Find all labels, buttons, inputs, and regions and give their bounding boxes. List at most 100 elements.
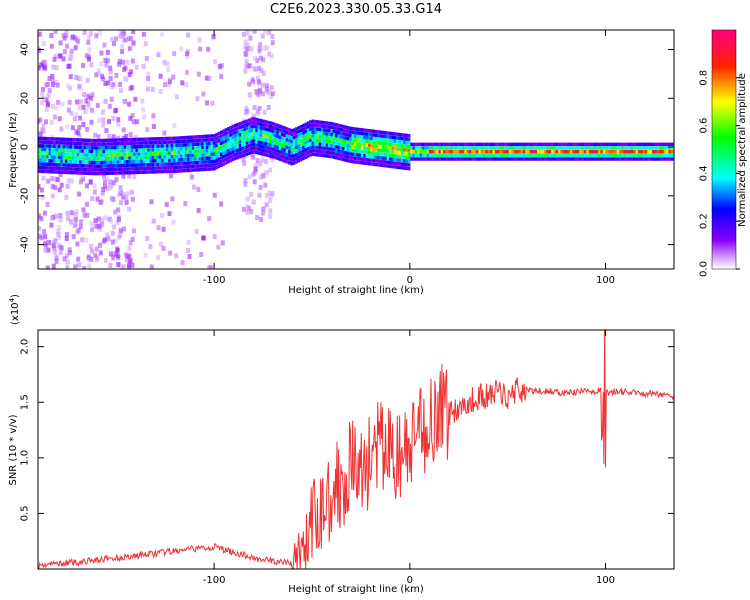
heatmap-cell: [271, 129, 275, 133]
heatmap-cell: [513, 153, 517, 158]
heatmap-cell: [168, 162, 171, 166]
heatmap-cell: [382, 134, 385, 138]
heatmap-cell: [191, 150, 195, 154]
heatmap-cell: [245, 152, 249, 156]
heatmap-cell: [192, 184, 197, 190]
heatmap-cell: [649, 153, 653, 158]
heatmap-cell: [306, 136, 310, 140]
heatmap-cell: [40, 100, 45, 106]
heatmap-cell: [81, 145, 85, 150]
heatmap-cell: [295, 127, 298, 131]
heatmap-cell: [165, 158, 169, 163]
heatmap-cell: [130, 145, 134, 149]
heatmap-cell: [325, 135, 329, 140]
heatmap-cell: [137, 166, 141, 171]
heatmap-cell: [117, 192, 122, 198]
heatmap-cell: [154, 155, 157, 159]
heatmap-cell: [325, 150, 329, 155]
heatmap-cell: [407, 166, 411, 171]
heatmap-cell: [147, 137, 150, 141]
heatmap-cell: [261, 70, 266, 76]
heatmap-cell: [353, 145, 357, 150]
heatmap-cell: [134, 119, 139, 125]
heatmap-cell: [137, 159, 141, 164]
heatmap-cell: [73, 217, 78, 223]
heatmap-cell: [55, 82, 60, 88]
heatmap-cell: [346, 125, 350, 130]
heatmap-cell: [428, 142, 432, 147]
heatmap-cell: [379, 130, 383, 134]
heatmap-cell: [128, 132, 133, 138]
heatmap-cell: [410, 153, 413, 158]
heatmap-cell: [654, 142, 658, 147]
heatmap-cell: [57, 187, 62, 193]
heatmap-cell: [264, 202, 269, 208]
heatmap-cell: [156, 162, 160, 167]
heatmap-cell: [116, 262, 121, 268]
heatmap-cell: [295, 149, 298, 153]
heatmap-cell: [248, 122, 251, 126]
heatmap-cell: [478, 153, 481, 158]
heatmap-cell: [43, 234, 48, 240]
heatmap-cell: [532, 153, 535, 158]
heatmap-cell: [250, 146, 254, 151]
heatmap-cell: [41, 140, 45, 144]
heatmap-cell: [48, 169, 52, 174]
heatmap-cell: [306, 150, 310, 155]
heatmap-cell: [494, 149, 498, 154]
heatmap-cell: [256, 75, 261, 81]
heatmap-cell: [99, 50, 104, 56]
heatmap-cell: [257, 151, 261, 155]
heatmap-cell: [245, 133, 249, 138]
heatmap-cell: [614, 146, 618, 150]
heatmap-cell: [595, 146, 599, 150]
heatmap-cell: [396, 143, 399, 148]
heatmap-cell: [62, 159, 66, 164]
heatmap-cell: [85, 212, 90, 218]
heatmap-cell: [551, 149, 554, 154]
heatmap-cell: [344, 125, 348, 129]
heatmap-cell: [374, 148, 378, 152]
heatmap-cell: [57, 166, 61, 171]
heatmap-cell: [318, 138, 322, 143]
heatmap-cell: [117, 61, 122, 67]
heatmap-cell: [264, 134, 268, 139]
heatmap-cell: [103, 57, 108, 63]
heatmap-cell: [264, 145, 268, 150]
heatmap-cell: [147, 162, 150, 167]
heatmap-cell: [109, 171, 113, 175]
heatmap-cell: [245, 126, 249, 131]
heatmap-cell: [539, 153, 542, 158]
heatmap-cell: [49, 43, 54, 49]
heatmap-cell: [243, 120, 247, 124]
colorbar-tick-label: 0.6: [699, 118, 710, 134]
heatmap-cell: [46, 162, 49, 167]
heatmap-cell: [67, 250, 72, 256]
heatmap-cell: [266, 135, 270, 139]
heatmap-cell: [55, 159, 59, 163]
heatmap-cell: [273, 130, 277, 134]
heatmap-cell: [499, 146, 503, 150]
heatmap-cell: [128, 115, 133, 121]
heatmap-cell: [349, 137, 352, 142]
heatmap-cell: [529, 149, 533, 154]
heatmap-cell: [217, 153, 221, 158]
heatmap-cell: [309, 134, 312, 139]
heatmap-cell: [278, 139, 282, 143]
heatmap-cell: [424, 146, 427, 150]
heatmap-cell: [170, 151, 174, 155]
heatmap-cell: [574, 146, 578, 150]
heatmap-cell: [263, 30, 268, 35]
heatmap-cell: [645, 149, 648, 154]
heatmap-cell: [353, 130, 357, 135]
heatmap-cell: [572, 142, 575, 147]
heatmap-cell: [281, 125, 284, 129]
heatmap-cell: [88, 138, 92, 143]
heatmap-cell: [316, 120, 319, 124]
heatmap-cell: [93, 146, 96, 150]
heatmap-cell: [222, 133, 225, 137]
heatmap-cell: [219, 148, 223, 153]
heatmap-cell: [184, 146, 188, 151]
heatmap-cell: [353, 160, 357, 164]
heatmap-cell: [187, 254, 192, 260]
